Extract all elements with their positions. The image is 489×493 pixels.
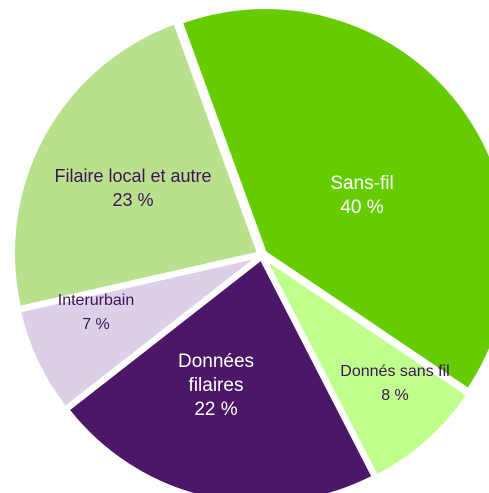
pie-slice [179, 6, 489, 392]
value-label: 8 % [381, 387, 409, 404]
pie-slice [263, 256, 470, 478]
pie-slice [65, 256, 376, 493]
pie-slice [17, 255, 260, 410]
category-label: Donnés sans fil [340, 363, 450, 380]
category-label: Interurbain [57, 292, 135, 309]
slice-label: Interurbain 7 % [36, 289, 156, 337]
slice-label: Sans-fil 40 % [302, 172, 422, 220]
category-label: Filaire local et autre [54, 166, 212, 186]
value-label: 23 % [112, 190, 154, 210]
slice-label: Filaire local et autre 23 % [53, 164, 213, 212]
slice-label: Données filaires 22 % [151, 350, 281, 422]
value-label: 22 % [194, 399, 238, 420]
slice-label: Donnés sans fil 8 % [330, 360, 460, 408]
category-label: Données filaires [177, 351, 255, 396]
category-label: Sans-fil [330, 173, 394, 194]
pie-slice [12, 20, 261, 310]
value-label: 7 % [82, 316, 110, 333]
value-label: 40 % [340, 197, 384, 218]
